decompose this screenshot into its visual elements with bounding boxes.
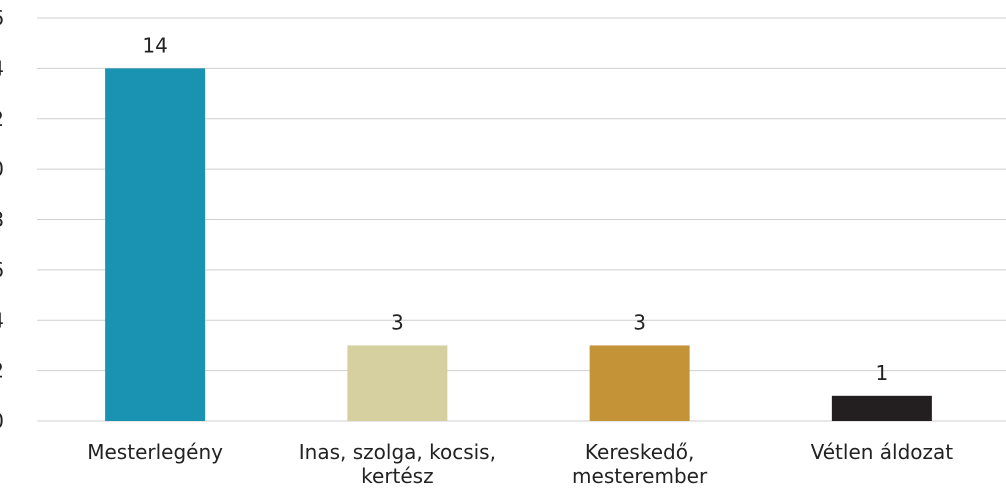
bar (831, 395, 932, 421)
bar (347, 345, 448, 421)
x-tick-label: Inas, szolga, kocsis, kertész (298, 440, 496, 488)
y-tick-label: 6 (0, 258, 4, 282)
y-tick-label: 0 (0, 409, 4, 433)
y-tick-label: 14 (0, 56, 4, 80)
x-tick-label: Mesterlegény (87, 440, 223, 464)
y-tick-label: 10 (0, 157, 4, 181)
x-tick-label: Kereskedő, mesterember (572, 440, 708, 488)
y-tick-label: 4 (0, 308, 4, 332)
y-tick-label: 16 (0, 6, 4, 30)
bar (589, 345, 690, 421)
value-label: 3 (633, 310, 646, 334)
x-tick-label: Vétlen áldozat (810, 440, 954, 464)
bar (105, 68, 206, 421)
y-tick-label: 12 (0, 107, 4, 131)
value-label: 3 (391, 310, 404, 334)
y-tick-label: 2 (0, 359, 4, 383)
value-label: 1 (876, 361, 889, 385)
value-label: 14 (142, 33, 167, 57)
y-tick-label: 8 (0, 208, 4, 232)
